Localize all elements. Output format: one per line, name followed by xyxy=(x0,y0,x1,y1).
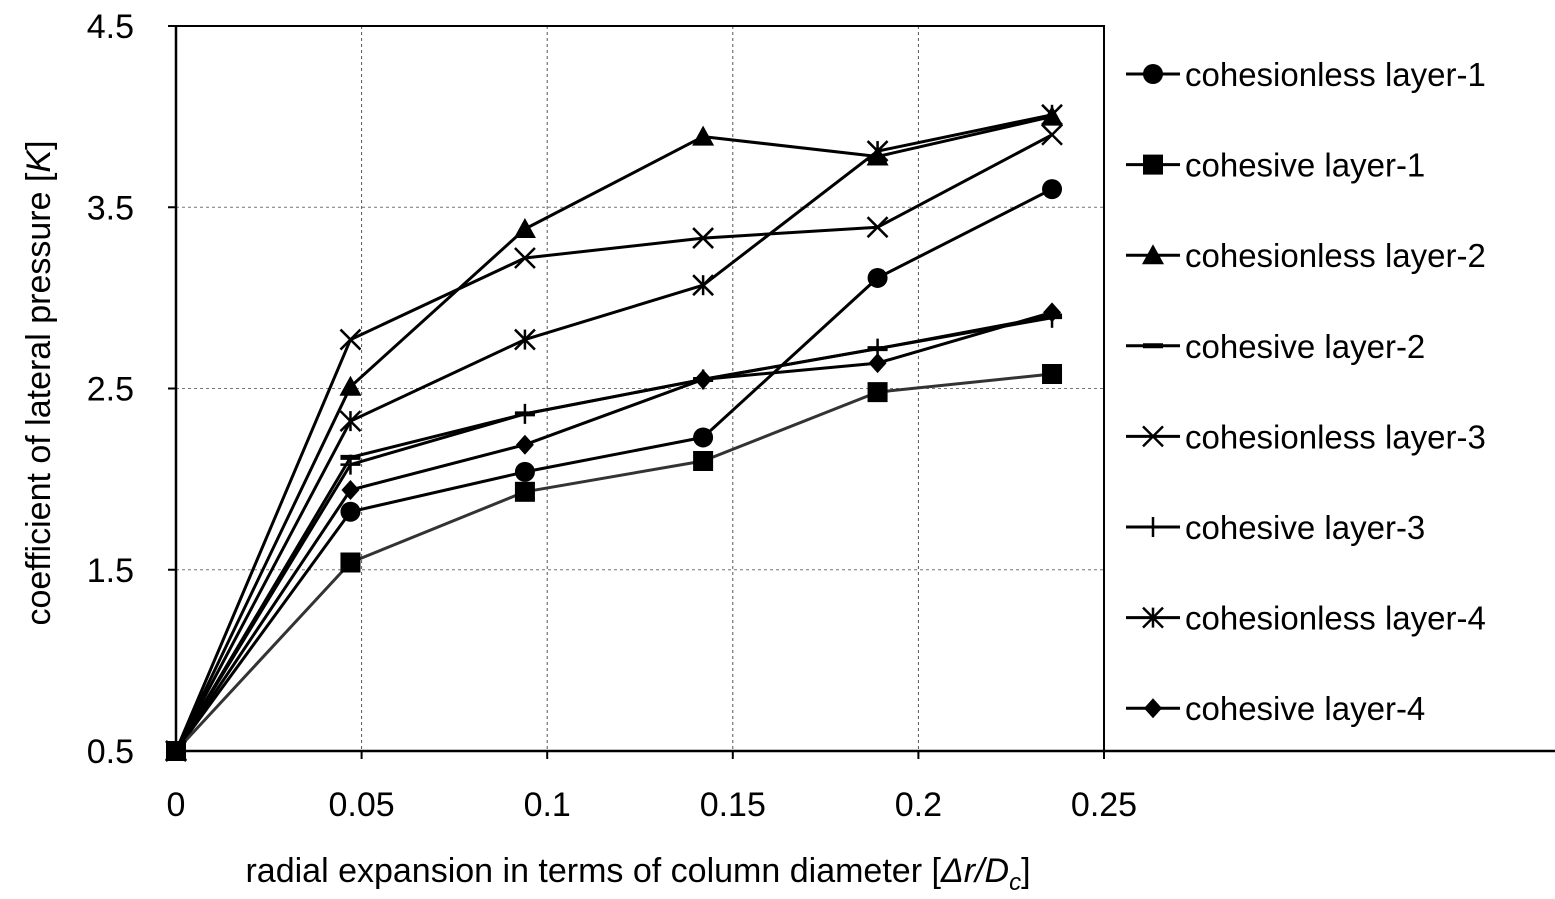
series-line xyxy=(174,115,1053,752)
y-tick-label: 2.5 xyxy=(87,371,134,409)
gridlines xyxy=(176,26,1104,751)
legend-marker xyxy=(1144,698,1162,719)
data-point xyxy=(867,382,888,403)
data-point xyxy=(514,247,536,269)
data-point xyxy=(694,369,713,390)
x-axis-title-subscript: c xyxy=(1009,869,1021,894)
legend-label: cohesionless layer-1 xyxy=(1185,56,1486,93)
data-point xyxy=(341,480,360,500)
data-point xyxy=(339,410,362,433)
data-point xyxy=(513,218,536,238)
data-point xyxy=(514,461,535,482)
data-point xyxy=(692,274,714,297)
data-point xyxy=(340,552,361,573)
legend-item: cohesive layer-4 xyxy=(1126,690,1425,727)
x-tick-label: 0.2 xyxy=(895,786,942,824)
legend-marker xyxy=(1142,606,1164,629)
data-point xyxy=(692,125,715,146)
series-line xyxy=(174,372,1053,753)
legend-label: cohesionless layer-3 xyxy=(1185,418,1486,455)
legend-item: cohesive layer-1 xyxy=(1126,147,1425,184)
data-point xyxy=(514,481,535,502)
data-point xyxy=(514,328,536,351)
data-point xyxy=(693,451,714,471)
legend-marker xyxy=(1142,244,1164,265)
series-line xyxy=(174,316,1053,752)
series-line xyxy=(174,133,1053,752)
x-tick-label: 0.05 xyxy=(329,786,395,824)
series-line xyxy=(174,113,1053,752)
legend-item: cohesionless layer-1 xyxy=(1126,56,1486,93)
legend: cohesionless layer-1 cohesive layer-1 cohe… xyxy=(1126,56,1486,727)
x-axis-title-text: radial expansion in terms of column diam… xyxy=(245,852,941,890)
legend-label: cohesive layer-1 xyxy=(1185,147,1425,184)
x-axis-title: radial expansion in terms of column diam… xyxy=(245,852,1030,894)
series-line xyxy=(174,310,1053,752)
series-markers xyxy=(165,103,1064,762)
y-axis-title-text: coefficient of lateral pressure [ xyxy=(20,172,58,625)
legend-marker xyxy=(1143,64,1163,84)
y-tick-label: 3.5 xyxy=(87,189,134,227)
x-tick-label: 0.25 xyxy=(1071,786,1137,824)
data-point xyxy=(866,216,889,239)
legend-marker xyxy=(1143,154,1163,175)
data-point xyxy=(1042,179,1063,200)
legend-item: cohesionless layer-2 xyxy=(1126,237,1486,274)
data-point xyxy=(340,454,361,475)
data-point xyxy=(1041,103,1063,126)
legend-item: cohesive layer-2 xyxy=(1126,328,1425,365)
data-point xyxy=(693,427,714,448)
y-axis-title-symbol: K xyxy=(20,149,58,173)
legend-label: cohesive layer-4 xyxy=(1185,690,1425,727)
x-axis-title-symbol: Δr/D xyxy=(940,852,1009,890)
data-point xyxy=(1043,302,1062,323)
data-point xyxy=(339,375,362,396)
data-point xyxy=(1042,364,1063,384)
legend-label: cohesionless layer-4 xyxy=(1185,600,1486,637)
data-point xyxy=(868,353,887,374)
x-tick-label: 0.15 xyxy=(700,786,766,824)
legend-label: cohesionless layer-2 xyxy=(1185,237,1486,274)
legend-item: cohesionless layer-3 xyxy=(1126,418,1486,455)
data-point xyxy=(340,501,361,522)
legend-item: cohesive layer-3 xyxy=(1126,509,1425,546)
data-point xyxy=(1041,123,1063,146)
data-point xyxy=(515,434,534,455)
y-tick-label: 4.5 xyxy=(87,8,134,46)
y-axis-title: coefficient of lateral pressure [K] xyxy=(20,140,58,625)
data-point xyxy=(692,227,714,249)
data-point xyxy=(514,403,535,424)
x-tick-label: 0.1 xyxy=(524,786,571,824)
y-tick-label: 0.5 xyxy=(87,733,134,771)
legend-label: cohesive layer-2 xyxy=(1185,328,1425,365)
legend-marker xyxy=(1143,517,1163,537)
series-line xyxy=(174,187,1053,752)
data-point xyxy=(339,328,362,351)
axes: 0.5 1.5 2.5 3.5 4.5 0 0.05 0.1 0.15 0.2 0.25 xyxy=(87,8,1555,824)
data-point xyxy=(867,267,888,288)
legend-marker xyxy=(1142,425,1164,448)
y-axis-title-end: ] xyxy=(20,140,58,149)
legend-label: cohesive layer-3 xyxy=(1185,509,1425,546)
legend-item: cohesionless layer-4 xyxy=(1126,600,1486,637)
x-tick-label: 0 xyxy=(167,786,186,824)
data-point xyxy=(866,140,889,162)
x-axis-title-end: ] xyxy=(1021,852,1030,890)
y-tick-label: 1.5 xyxy=(87,552,134,590)
series-lines xyxy=(174,113,1053,753)
